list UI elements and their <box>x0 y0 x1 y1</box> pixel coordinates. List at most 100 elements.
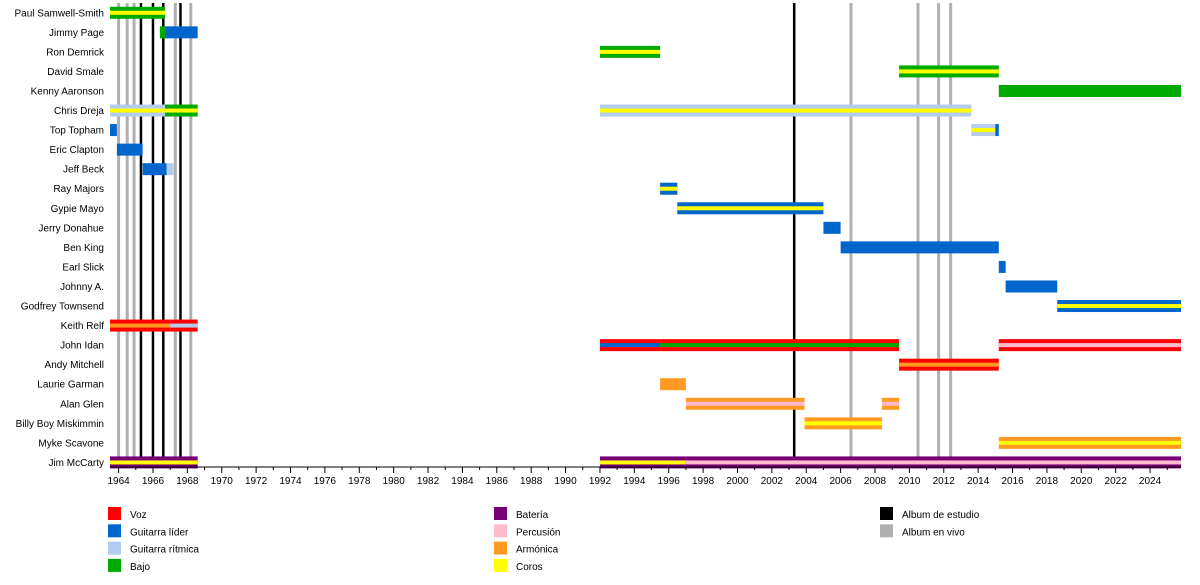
member-bar-jeff-beck <box>166 163 174 176</box>
member-label-top-topham: Top Topham <box>50 126 104 137</box>
tick-label-1998: 1998 <box>692 476 715 487</box>
member-label-laurie-garman: Laurie Garman <box>37 380 104 391</box>
tick-label-2020: 2020 <box>1070 476 1093 487</box>
tick-label-1982: 1982 <box>417 476 440 487</box>
legend-label-coros: Coros <box>516 562 543 573</box>
legend-swatch-coros <box>494 558 507 572</box>
legend-swatch-bajo <box>108 558 121 572</box>
member-label-jerry-donahue: Jerry Donahue <box>38 223 104 234</box>
member-bar-kenny-aaronson <box>998 84 1181 97</box>
legend-swatch-guitarra-ritmica <box>108 541 121 555</box>
tick-label-1964: 1964 <box>107 476 130 487</box>
tick-label-1968: 1968 <box>176 476 199 487</box>
member-bar-john-idan <box>998 339 1181 352</box>
member-label-alan-glen: Alan Glen <box>60 399 104 410</box>
legend-swatch-voz <box>108 507 121 520</box>
member-label-jim-mccarty: Jim McCarty <box>48 458 104 469</box>
member-bar-ron-demrick <box>599 45 661 58</box>
legend-label-album-en-vivo: Album en vivo <box>902 527 965 538</box>
tick-label-1990: 1990 <box>554 476 577 487</box>
legend-swatch-guitarra-lider <box>108 524 121 538</box>
tick-label-2008: 2008 <box>864 476 887 487</box>
member-label-johnny-a: Johnny A. <box>60 282 104 293</box>
year-axis: 1964 1966 1968 1970 1972 1974 1976 1978 1980 1982… <box>107 466 1181 487</box>
album-lines <box>117 3 953 467</box>
member-bar-alan-glen <box>881 397 900 410</box>
member-label-eric-clapton: Eric Clapton <box>50 145 104 156</box>
legend-swatch-percusion <box>494 524 507 538</box>
legend-swatch-album-de-estudio <box>880 507 893 520</box>
member-label-billy-boy-miskimmin: Billy Boy Miskimmin <box>16 419 104 430</box>
member-bar-ben-king <box>840 241 999 254</box>
member-bar-john-idan <box>599 339 661 352</box>
legend-label-armonica: Armónica <box>516 545 559 556</box>
legend: Voz Guitarra líder Guitarra rítmica Bajo Bat… <box>108 507 980 573</box>
tick-label-2000: 2000 <box>726 476 749 487</box>
tick-label-2010: 2010 <box>898 476 921 487</box>
legend-label-bateria: Batería <box>516 510 549 521</box>
member-label-kenny-aaronson: Kenny Aaronson <box>31 86 104 97</box>
member-label-jimmy-page: Jimmy Page <box>49 28 104 39</box>
legend-swatch-album-en-vivo <box>880 524 893 538</box>
member-bar-billy-boy-miskimmin <box>804 417 882 430</box>
tick-label-1984: 1984 <box>451 476 474 487</box>
member-bar-myke-scavone <box>998 436 1181 449</box>
legend-label-album-de-estudio: Album de estudio <box>902 510 980 521</box>
legend-label-bajo: Bajo <box>130 562 150 573</box>
member-bar-chris-dreja <box>599 104 972 117</box>
legend-label-voz: Voz <box>130 510 147 521</box>
member-bar-keith-relf <box>170 319 198 332</box>
member-label-john-idan: John Idan <box>60 341 104 352</box>
member-label-jeff-beck: Jeff Beck <box>63 165 105 176</box>
member-label-paul-samwell-smith: Paul Samwell-Smith <box>15 8 104 19</box>
member-bar-andy-mitchell <box>899 358 999 371</box>
member-label-gypie-mayo: Gypie Mayo <box>51 204 105 215</box>
tick-label-2006: 2006 <box>829 476 852 487</box>
member-bar-johnny-a <box>1005 280 1058 293</box>
member-label-ray-majors: Ray Majors <box>53 184 104 195</box>
legend-label-percusion: Percusión <box>516 527 560 538</box>
member-bar-jerry-donahue <box>823 221 841 234</box>
member-bar-chris-dreja <box>165 104 198 117</box>
tick-label-2014: 2014 <box>967 476 990 487</box>
member-label-ron-demrick: Ron Demrick <box>46 47 105 58</box>
legend-swatch-bateria <box>494 507 507 520</box>
member-bar-alan-glen <box>685 397 805 410</box>
tick-label-2016: 2016 <box>1001 476 1024 487</box>
member-label-earl-slick: Earl Slick <box>62 262 105 273</box>
tick-label-1976: 1976 <box>314 476 337 487</box>
member-label-andy-mitchell: Andy Mitchell <box>45 360 104 371</box>
member-bar-chris-dreja <box>110 104 166 117</box>
tick-label-2012: 2012 <box>933 476 956 487</box>
tick-label-2018: 2018 <box>1036 476 1059 487</box>
member-bar-david-smale <box>899 65 999 78</box>
tick-label-1966: 1966 <box>142 476 165 487</box>
tick-label-1980: 1980 <box>383 476 406 487</box>
member-bar-earl-slick <box>998 260 1006 273</box>
member-bar-john-idan <box>660 339 900 352</box>
member-bar-jeff-beck <box>142 163 167 176</box>
member-bar-top-topham <box>995 124 999 137</box>
tick-label-2022: 2022 <box>1105 476 1128 487</box>
member-labels: Paul Samwell-Smith Jimmy Page Ron Demrick D… <box>15 8 105 469</box>
member-label-godfrey-townsend: Godfrey Townsend <box>21 302 104 313</box>
member-bar-eric-clapton <box>116 143 143 156</box>
tick-label-2002: 2002 <box>761 476 784 487</box>
legend-label-guitarra-lider: Guitarra líder <box>130 527 189 538</box>
member-label-david-smale: David Smale <box>47 67 104 78</box>
member-bar-ray-majors <box>660 182 678 195</box>
tick-label-2004: 2004 <box>795 476 818 487</box>
member-bar-top-topham <box>971 124 996 137</box>
member-bar-jimmy-page <box>159 26 166 39</box>
tick-label-1974: 1974 <box>279 476 302 487</box>
tick-label-1978: 1978 <box>348 476 371 487</box>
member-bar-jim-mccarty <box>599 456 686 469</box>
tick-label-1970: 1970 <box>211 476 234 487</box>
tick-label-1986: 1986 <box>486 476 509 487</box>
member-bar-paul-samwell-smith <box>110 6 166 19</box>
legend-label-guitarra-ritmica: Guitarra rítmica <box>130 545 199 556</box>
tick-label-1988: 1988 <box>520 476 543 487</box>
legend-swatch-armonica <box>494 541 507 555</box>
member-bar-top-topham <box>110 124 117 137</box>
member-bar-keith-relf <box>110 319 171 332</box>
